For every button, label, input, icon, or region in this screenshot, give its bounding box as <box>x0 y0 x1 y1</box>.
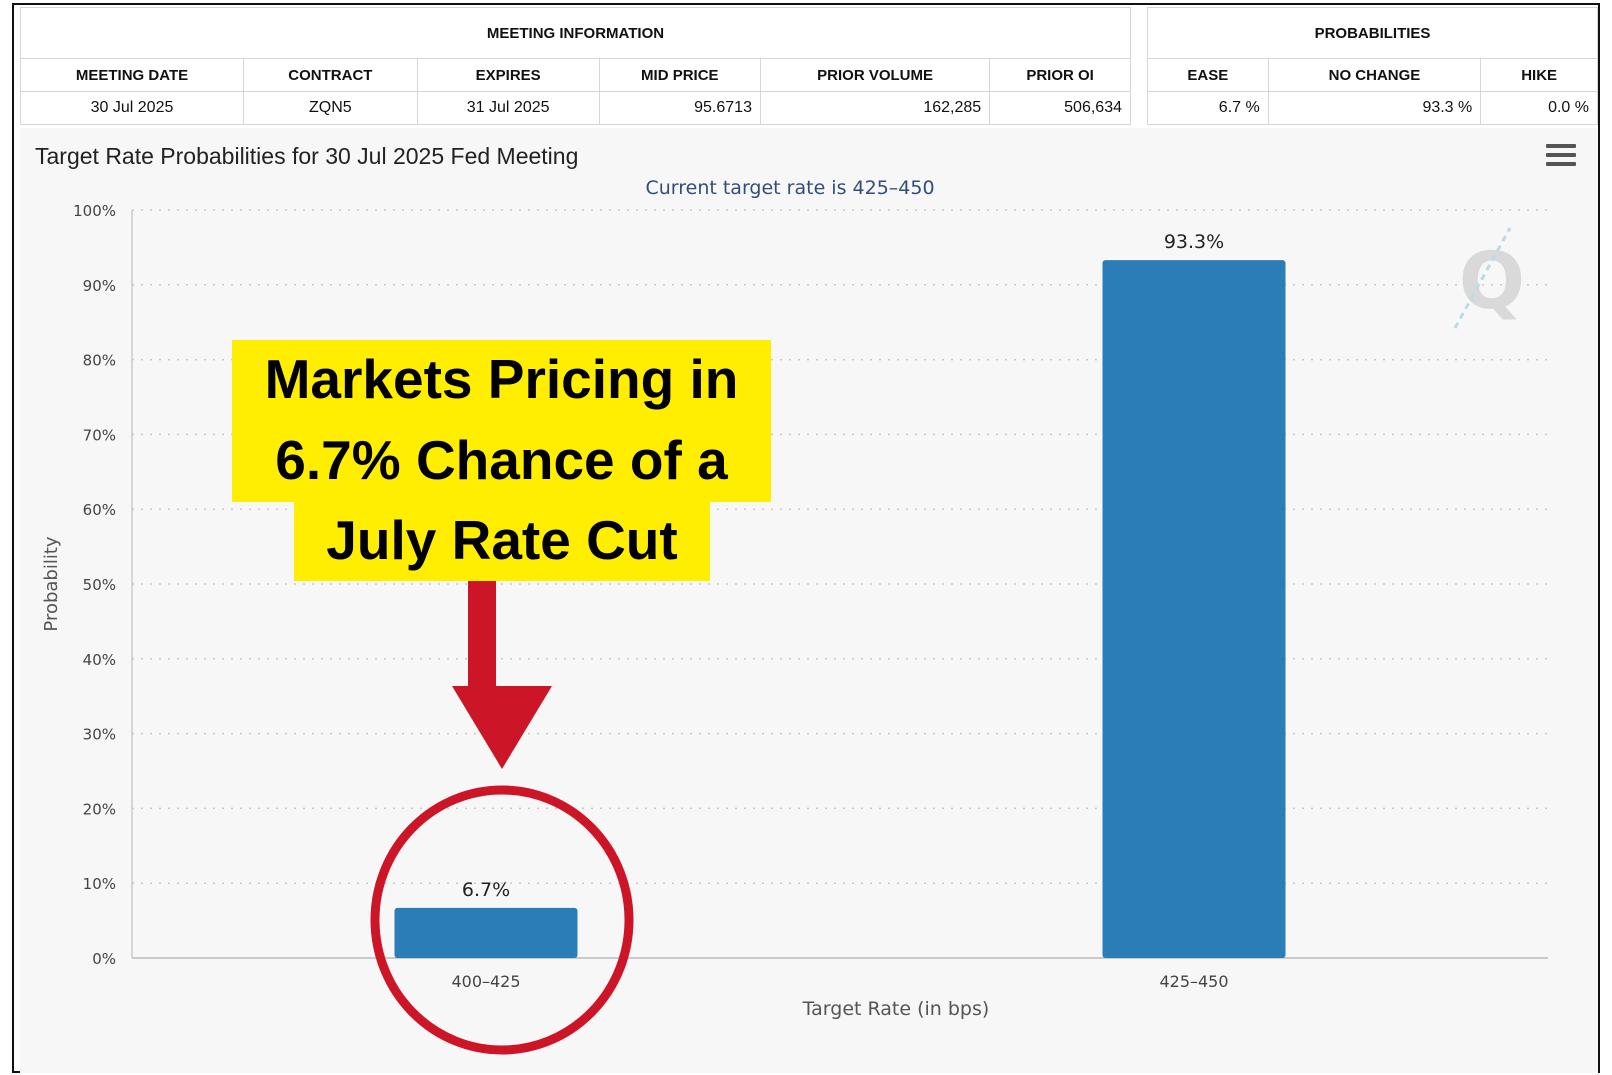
y-tick-label: 70% <box>83 426 116 444</box>
annotation-highlight-circle <box>370 785 634 1055</box>
chart-title: Target Rate Probabilities for 30 Jul 202… <box>35 143 579 169</box>
annotation-arrow-head <box>452 686 552 769</box>
probabilities-table: PROBABILITIES EASE NO CHANGE HIKE 6.7 % … <box>1147 7 1598 125</box>
contract-value: ZQN5 <box>243 91 418 125</box>
y-tick-label: 40% <box>83 651 116 669</box>
y-tick-label: 0% <box>92 950 116 968</box>
header-expires: EXPIRES <box>416 58 600 92</box>
annotation-arrow-shaft <box>468 581 496 687</box>
expires-value: 31 Jul 2025 <box>416 91 600 125</box>
y-axis-title: Probability <box>41 536 62 631</box>
y-tick-label: 10% <box>83 875 116 893</box>
chart-subtitle: Current target rate is 425–450 <box>645 177 934 199</box>
y-tick-label: 60% <box>83 501 116 519</box>
prior-volume-value: 162,285 <box>759 91 991 125</box>
bar-chart: Current target rate is 425–450 0% 10% 20% 30… <box>41 177 1548 1055</box>
header-mid-price: MID PRICE <box>598 58 761 92</box>
y-tick-label: 100% <box>73 202 116 220</box>
probabilities-header: PROBABILITIES <box>1147 7 1598 59</box>
x-tick-label: 425–450 <box>1159 972 1228 991</box>
x-axis-title: Target Rate (in bps) <box>802 998 990 1020</box>
q-logo-watermark-streak <box>1453 227 1512 329</box>
meeting-information-table: MEETING INFORMATION MEETING DATE CONTRAC… <box>19 7 1131 125</box>
prior-oi-value: 506,634 <box>989 91 1131 125</box>
chart-panel: Current target rate is 425–450 0% 10% 20% 30… <box>20 128 1598 1073</box>
header-no-change: NO CHANGE <box>1267 58 1482 92</box>
header-prior-volume: PRIOR VOLUME <box>759 58 991 92</box>
annotation-callout-line: Markets Pricing in <box>232 340 771 419</box>
bar-data-label: 6.7% <box>462 879 510 901</box>
bar <box>394 907 578 958</box>
y-tick-label: 30% <box>83 726 116 744</box>
annotation-callout-line: 6.7% Chance of a <box>232 419 771 502</box>
y-tick-label: 90% <box>83 277 116 295</box>
meeting-date-value: 30 Jul 2025 <box>19 91 245 125</box>
header-ease: EASE <box>1147 58 1269 92</box>
annotation-callout-line: July Rate Cut <box>294 502 710 581</box>
meeting-information-header: MEETING INFORMATION <box>20 7 1131 59</box>
header-prior-oi: PRIOR OI <box>989 58 1131 92</box>
hike-value: 0.0 % <box>1480 91 1598 125</box>
header-contract: CONTRACT <box>243 58 418 92</box>
y-tick-label: 50% <box>83 576 116 594</box>
x-tick-label: 400–425 <box>451 972 520 991</box>
y-tick-label: 20% <box>83 800 116 818</box>
bar-data-label: 93.3% <box>1164 231 1224 253</box>
header-meeting-date: MEETING DATE <box>19 58 245 92</box>
y-tick-label: 80% <box>83 352 116 370</box>
q-logo-watermark: Q <box>1459 237 1525 327</box>
header-hike: HIKE <box>1480 58 1598 92</box>
mid-price-value: 95.6713 <box>598 91 761 125</box>
bar <box>1102 260 1286 959</box>
no-change-value: 93.3 % <box>1267 91 1482 125</box>
table-row: 6.7 % 93.3 % 0.0 % <box>1147 91 1598 125</box>
hamburger-menu-icon[interactable] <box>1546 144 1576 168</box>
table-row: 30 Jul 2025 ZQN5 31 Jul 2025 95.6713 162… <box>19 91 1131 125</box>
ease-value: 6.7 % <box>1147 91 1269 125</box>
